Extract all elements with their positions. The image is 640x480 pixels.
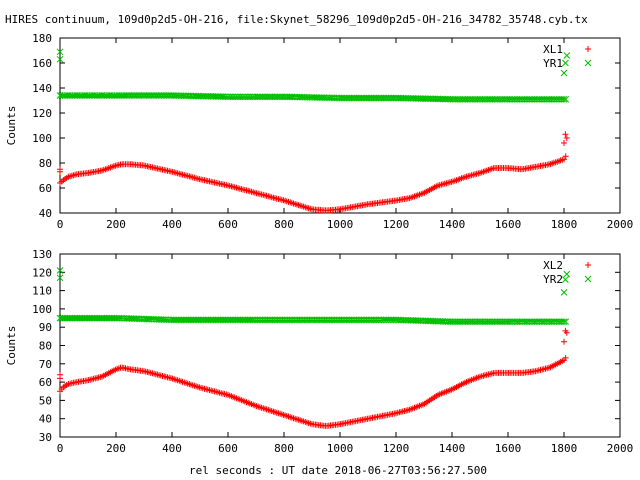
x-axis-label: rel seconds : UT date 2018-06-27T03:56:2… [189,464,487,477]
plot-frame [59,37,621,214]
x-tick-label: 1800 [551,442,578,455]
y-tick-label: 60 [39,376,52,389]
legend-label: XL1 [543,43,563,56]
x-tick-label: 200 [106,218,126,231]
series-yr2-outliers [56,267,571,296]
x-tick-label: 600 [218,442,238,455]
series-xl2-outliers [57,327,570,382]
y-tick-label: 120 [32,107,52,120]
x-tick-label: 1000 [327,218,354,231]
series-xl2-points [57,354,569,429]
x-tick-label: 1400 [439,442,466,455]
x-tick-label: 1200 [383,218,410,231]
x-tick-label: 800 [274,442,294,455]
y-tick-label: 130 [32,248,52,261]
x-tick-label: 2000 [607,218,634,231]
x-tick-label: 1800 [551,218,578,231]
x-tick-label: 400 [162,442,182,455]
legend-label: XL2 [543,259,563,272]
y-tick-label: 50 [39,394,52,407]
y-tick-label: 120 [32,266,52,279]
y-tick-label: 160 [32,57,52,70]
y-tick-label: 70 [39,358,52,371]
panel-2: 30 40 50 60 70 80 90 100 110 120 130 0 200 400 600 800 1… [5,248,633,455]
y-tick-label: 80 [39,340,52,353]
x-tick-label: 1600 [495,218,522,231]
x-tick-label: 2000 [607,442,634,455]
legend-marker [585,46,591,52]
x-tick-label: 400 [162,218,182,231]
plot-frame [59,253,621,438]
y-tick-label: 100 [32,132,52,145]
x-tick-label: 1000 [327,442,354,455]
y-tick-label: 180 [32,32,52,45]
y-axis-label: Counts [5,106,18,146]
x-tick-label: 0 [57,218,64,231]
series-xl1-outliers [57,131,570,175]
x-tick-label: 200 [106,442,126,455]
x-tick-label: 1400 [439,218,466,231]
x-tick-label: 1200 [383,442,410,455]
series-xl1-points [57,153,569,214]
legend-marker [584,59,592,67]
y-axis-label: Counts [5,326,18,366]
x-tick-label: 600 [218,218,238,231]
legend-label: YR1 [543,57,563,70]
series-yr1-points [56,92,570,103]
y-tick-label: 140 [32,82,52,95]
y-tick-label: 30 [39,431,52,444]
y-tick-label: 40 [39,413,52,426]
x-tick-label: 0 [57,442,64,455]
series-yr1-outliers [56,48,571,77]
legend-marker [585,262,591,268]
series-yr2-points [56,314,570,326]
y-tick-label: 90 [39,321,52,334]
x-tick-label: 800 [274,218,294,231]
chart-title: HIRES continuum, 109d0p2d5-OH-216, file:… [5,13,588,26]
y-tick-label: 110 [32,285,52,298]
legend-marker [584,275,592,283]
y-tick-label: 40 [39,207,52,220]
y-tick-label: 100 [32,303,52,316]
y-tick-label: 60 [39,182,52,195]
y-tick-label: 80 [39,157,52,170]
legend-label: YR2 [543,273,563,286]
x-tick-label: 1600 [495,442,522,455]
